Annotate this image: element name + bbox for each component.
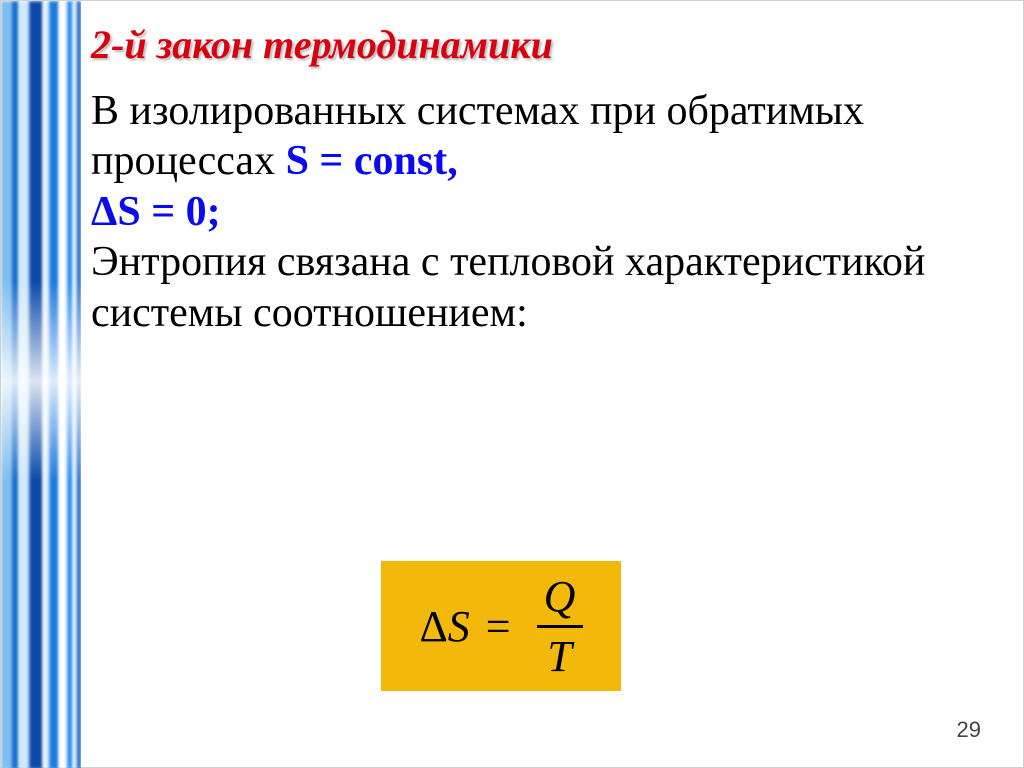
eq-denominator: T <box>547 631 571 682</box>
content-area: 2-й закон термодинамики В изолированных … <box>91 21 983 338</box>
stripe-glow <box>1 281 81 481</box>
body-paragraph: В изолированных системах при обратимых п… <box>91 86 983 338</box>
eq-numerator: Q <box>544 571 576 622</box>
equation-box: ΔS = Q T <box>381 561 621 691</box>
page-number: 29 <box>957 717 981 743</box>
eq-equals: = <box>486 601 511 652</box>
slide-title: 2-й закон термодинамики <box>91 21 983 68</box>
eq-delta: Δ <box>419 601 447 652</box>
eq-fraction-bar <box>537 625 583 628</box>
para-text-1: В изолированных системах при обратимых п… <box>91 88 864 184</box>
para-highlight-2: ΔS = 0; <box>91 189 221 235</box>
para-text-2: Энтропия связана с тепловой характеристи… <box>91 239 925 335</box>
eq-var-s: S <box>448 601 470 652</box>
eq-fraction: Q T <box>537 571 583 682</box>
para-highlight-1: S = const, <box>286 138 458 184</box>
equation: ΔS = Q T <box>419 571 582 682</box>
slide-frame: 2-й закон термодинамики В изолированных … <box>0 0 1024 768</box>
left-stripe <box>1 1 81 768</box>
